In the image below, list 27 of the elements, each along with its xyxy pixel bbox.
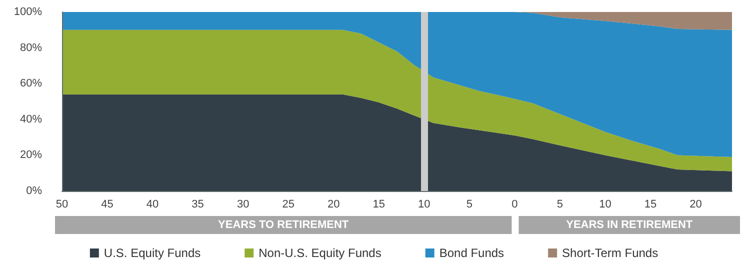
x-tick-label: 5: [556, 198, 564, 210]
text: YEARS IN RETIREMENT: [566, 219, 693, 231]
y-tick-label: 20%: [20, 149, 42, 162]
legend-label: Bond Funds: [439, 246, 504, 260]
x-tick-label: 40: [146, 198, 159, 210]
legend-label: U.S. Equity Funds: [104, 246, 201, 260]
x-tick-label: 25: [282, 198, 294, 210]
x-tick-label: 45: [101, 198, 114, 210]
y-tick-label: 100%: [14, 6, 42, 18]
x-tick-label: 10: [418, 198, 430, 210]
text: YEARS TO RETIREMENT: [218, 219, 349, 231]
x-tick-label: 35: [192, 198, 204, 210]
legend-label: Short-Term Funds: [562, 246, 658, 260]
x-tick-label: 30: [236, 198, 250, 210]
x-tick-label: 20: [327, 198, 340, 210]
x-tick-label: 0: [512, 198, 518, 210]
x-tick-label: 5: [466, 198, 472, 210]
y-tick-label: 60%: [20, 78, 42, 90]
y-tick-label: 80%: [20, 42, 42, 54]
y-tick-label: 40%: [20, 113, 42, 126]
x-tick-label: 15: [372, 198, 386, 210]
x-tick-label: 20: [690, 198, 702, 210]
x-tick-label: 50: [56, 198, 68, 210]
legend-label: Non-U.S. Equity Funds: [258, 246, 382, 260]
x-tick-label: 15: [644, 198, 657, 210]
x-tick-label: 10: [599, 198, 612, 210]
y-tick-label: 0%: [26, 185, 42, 197]
